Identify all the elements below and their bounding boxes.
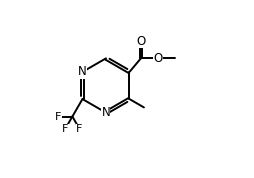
Text: N: N: [102, 106, 110, 119]
Text: F: F: [55, 112, 61, 122]
Text: F: F: [62, 124, 69, 134]
Text: N: N: [78, 66, 87, 78]
Text: O: O: [153, 52, 163, 65]
Text: O: O: [136, 35, 145, 48]
Text: F: F: [76, 124, 83, 134]
